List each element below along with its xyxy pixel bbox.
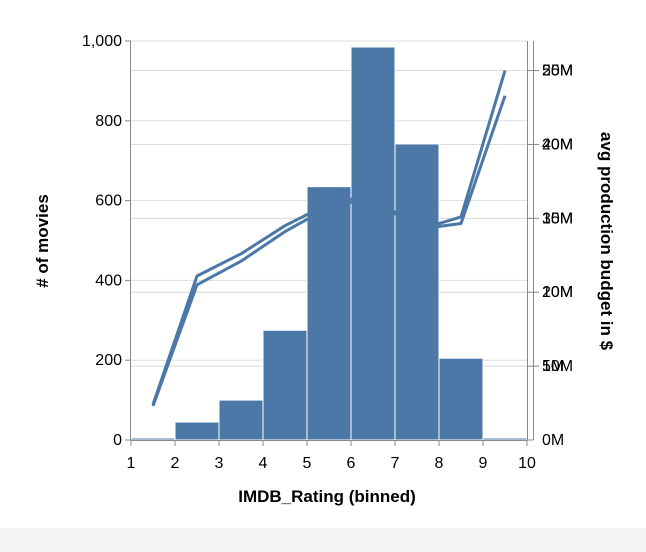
y-left-tick-label: 1,000 [82,33,122,50]
bars [130,46,528,441]
bar-8 [438,357,484,441]
x-tick-label: 3 [215,455,224,472]
bottom-strip [0,528,646,552]
x-tick-label: 7 [391,455,400,472]
x-tick-label: 1 [127,455,136,472]
y-axis-left-title: # of movies [33,194,52,288]
x-tick-label: 5 [303,455,312,472]
bar-1 [130,437,176,441]
x-axis-title: IMDB_Rating (binned) [238,487,416,506]
budget-line-2 [151,95,507,407]
bar-7 [394,143,440,441]
y-right-a-tick-label: 15M [542,210,573,227]
bar-5 [306,186,352,441]
chart: 1 2 3 4 5 6 7 8 9 1002004006008001,0000M5M10M15M2… [33,33,616,506]
x-tick-label: 8 [435,455,444,472]
y-left-tick-label: 400 [95,272,122,289]
y-axis-right-title: avg production budget in $ [597,132,616,351]
x-tick-label: 10 [518,455,536,472]
y-left-tick-label: 0 [113,432,122,449]
x-tick-label: 6 [347,455,356,472]
bar-4 [262,329,308,441]
y-right-b-tick-label: 20M [542,284,573,301]
y-left-tick-label: 600 [95,193,122,210]
y-right-a-tick-label: 5M [542,358,564,375]
bar-2 [174,421,220,441]
y-left-tick-label: 200 [95,352,122,369]
x-tick-label: 4 [259,455,268,472]
budget-line-1 [151,70,507,405]
y-right-a-tick-label: 25M [542,63,573,80]
y-right-b-tick-label: 30M [542,210,573,227]
y-right-b-tick-label: 10M [542,358,573,375]
y-right-a-tick-label: 0M [542,432,564,449]
y-left-tick-label: 800 [95,113,122,130]
y-right-b-tick-label: 50M [542,63,573,80]
budget-lines [151,70,507,407]
bar-6 [350,46,396,441]
axes: 1 2 3 4 5 6 7 8 9 1002004006008001,0000M5M10M15M2… [82,33,573,472]
x-tick-label: 9 [479,455,488,472]
y-right-a-tick-label: 20M [542,136,573,153]
y-right-b-tick-label: 40M [542,136,573,153]
y-right-a-tick-label: 10M [542,284,573,301]
bar-3 [218,399,264,441]
x-tick-label: 2 [171,455,180,472]
bar-9 [482,437,528,441]
